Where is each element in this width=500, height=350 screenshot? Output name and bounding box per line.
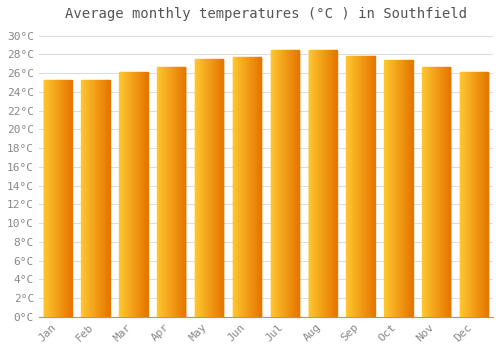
Bar xyxy=(157,66,186,317)
Bar xyxy=(460,72,488,317)
Bar xyxy=(233,57,261,317)
Bar xyxy=(44,80,72,317)
Bar xyxy=(195,59,224,317)
Bar xyxy=(270,50,299,317)
Bar xyxy=(384,60,412,317)
Bar xyxy=(346,56,375,317)
Bar xyxy=(308,50,337,317)
Bar xyxy=(119,72,148,317)
Bar xyxy=(422,66,450,317)
Bar xyxy=(82,80,110,317)
Title: Average monthly temperatures (°C ) in Southfield: Average monthly temperatures (°C ) in So… xyxy=(65,7,467,21)
